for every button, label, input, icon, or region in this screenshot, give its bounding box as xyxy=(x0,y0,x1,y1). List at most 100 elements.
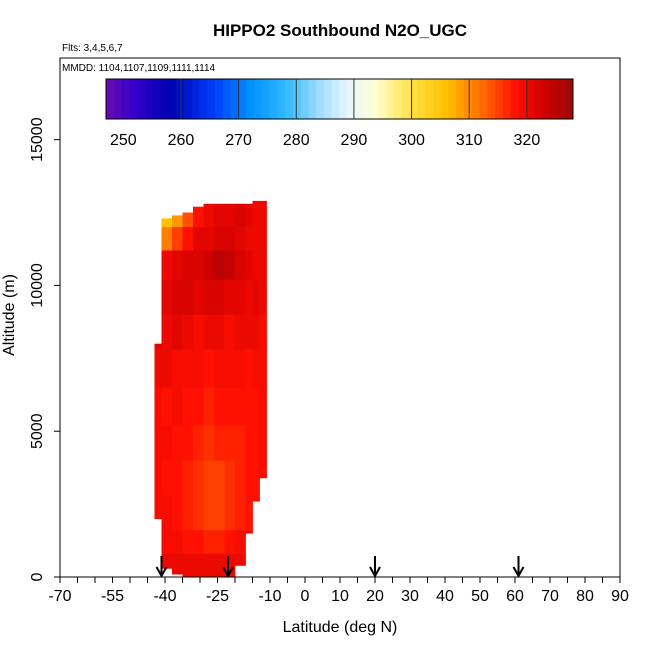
colorbar-swatch xyxy=(222,79,232,119)
colorbar-tick-label: 310 xyxy=(456,132,483,149)
curtain-cell xyxy=(252,279,260,315)
curtain-cell xyxy=(193,530,204,554)
curtain-cell xyxy=(172,215,183,228)
colorbar-swatch xyxy=(113,79,123,119)
colorbar-swatch xyxy=(355,79,364,119)
curtain-cell xyxy=(172,425,183,461)
curtain-cell xyxy=(259,349,267,388)
curtain-cell xyxy=(161,227,173,251)
curtain-cell xyxy=(154,387,162,426)
curtain-cell xyxy=(245,227,253,251)
curtain-cell xyxy=(245,387,253,426)
curtain-cell xyxy=(203,279,215,315)
x-tick-label: 20 xyxy=(366,588,384,605)
x-tick-label: 90 xyxy=(611,588,629,605)
curtain-plot xyxy=(154,200,267,578)
colorbar-swatch xyxy=(393,79,403,119)
curtain-cell xyxy=(235,460,246,496)
curtain-cell xyxy=(182,227,194,251)
colorbar-swatch xyxy=(144,79,154,119)
curtain-cell xyxy=(252,227,260,251)
y-tick-label: 5000 xyxy=(29,413,46,449)
colorbar-swatch xyxy=(168,79,177,119)
colorbar-swatch xyxy=(191,79,200,119)
colorbar-swatch xyxy=(362,79,372,119)
curtain-cell xyxy=(161,387,173,426)
curtain-cell xyxy=(182,250,194,280)
curtain-cell xyxy=(252,314,260,350)
curtain-cell xyxy=(259,460,267,479)
colorbar-swatch xyxy=(541,79,551,119)
curtain-cell xyxy=(203,460,215,496)
y-axis-label: Altitude (m) xyxy=(1,274,18,356)
curtain-cell xyxy=(161,425,173,461)
colorbar-tick-label: 300 xyxy=(398,132,425,149)
colorbar-swatch xyxy=(526,79,535,119)
x-tick-label: 60 xyxy=(506,588,524,605)
curtain-cell xyxy=(235,250,246,280)
curtain-cell xyxy=(161,250,173,280)
curtain-cell xyxy=(245,250,253,280)
colorbar-swatch xyxy=(487,79,496,119)
x-tick-label: 80 xyxy=(576,588,594,605)
colorbar-swatch xyxy=(316,79,325,119)
curtain-cell xyxy=(214,553,225,578)
curtain-cell xyxy=(193,495,204,531)
colorbar-swatch xyxy=(308,79,317,119)
curtain-cell xyxy=(172,279,183,315)
colorbar-swatch xyxy=(152,79,161,119)
curtain-cell xyxy=(154,343,162,350)
curtain-cell xyxy=(161,530,173,554)
colorbar-swatch xyxy=(129,79,138,119)
colorbar-swatch xyxy=(246,79,255,119)
curtain-cell xyxy=(172,314,183,350)
colorbar-swatch xyxy=(339,79,348,119)
curtain-cell xyxy=(203,425,215,461)
y-tick-label: 10000 xyxy=(29,263,46,308)
curtain-cell xyxy=(193,553,204,578)
colorbar-frame xyxy=(105,78,574,120)
curtain-cell xyxy=(245,530,253,534)
curtain-cell xyxy=(182,279,194,315)
curtain-cell xyxy=(245,425,253,461)
curtain-cell xyxy=(259,314,267,350)
y-tick-label: 15000 xyxy=(29,117,46,162)
curtain-cell xyxy=(154,495,162,520)
curtain-cell xyxy=(214,425,225,461)
curtain-cell xyxy=(245,279,253,315)
x-tick-label: -25 xyxy=(206,588,229,605)
x-axis-label: Latitude (deg N) xyxy=(283,619,398,636)
curtain-cell xyxy=(235,553,246,566)
curtain-cell xyxy=(161,460,173,496)
colorbar-swatch xyxy=(106,79,115,119)
colorbar-tick-label: 280 xyxy=(283,132,310,149)
curtain-cell xyxy=(193,349,204,388)
x-tick-label: 10 xyxy=(331,588,349,605)
curtain-cell xyxy=(193,425,204,461)
colorbar-swatch xyxy=(471,79,481,119)
colorbar-swatch xyxy=(121,79,130,119)
curtain-cell xyxy=(235,387,246,426)
colorbar-swatch xyxy=(549,79,558,119)
colorbar-swatch xyxy=(479,79,488,119)
curtain-cell xyxy=(252,250,260,280)
colorbar-swatch xyxy=(370,79,379,119)
curtain-cell xyxy=(182,349,194,388)
colorbar-tick-label: 320 xyxy=(514,132,541,149)
curtain-cell xyxy=(224,387,236,426)
curtain-cell xyxy=(182,530,194,554)
colorbar-swatch xyxy=(292,79,302,119)
colorbar-swatch xyxy=(285,79,294,119)
colorbar-swatch xyxy=(557,79,566,119)
curtain-cell xyxy=(235,495,246,531)
flight-marker-arrow-head xyxy=(155,566,168,579)
curtain-cell xyxy=(252,495,260,502)
colorbar-legend: 250 260 270 280 290 300 310 320 xyxy=(105,78,574,149)
colorbar-swatch xyxy=(495,79,504,119)
colorbar-swatch xyxy=(401,79,411,119)
curtain-cell xyxy=(203,203,215,228)
colorbar-swatch xyxy=(261,79,270,119)
curtain-cell xyxy=(235,530,246,554)
curtain-cell xyxy=(193,279,204,315)
curtain-cell xyxy=(214,530,225,554)
